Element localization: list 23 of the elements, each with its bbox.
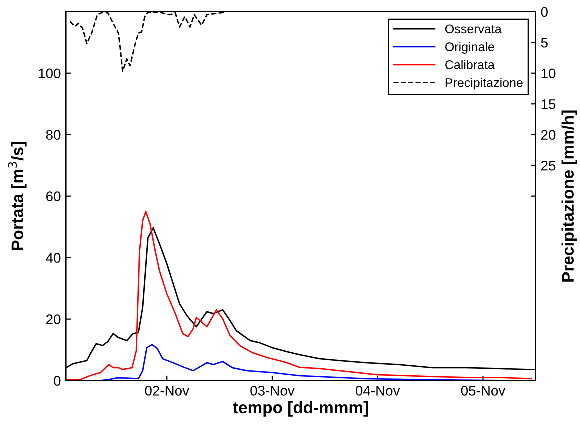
y-tick-label: 80 (46, 130, 61, 140)
x-tick-label: 05-Nov (461, 386, 506, 396)
legend-label: Calibrata (446, 60, 495, 70)
y-tick-label: 60 (46, 192, 61, 202)
y2-tick-label: 0 (541, 7, 548, 18)
legend-label: Osservata (446, 24, 502, 34)
y-tick-label: 40 (46, 253, 61, 264)
y2-tick-label: 15 (542, 100, 556, 110)
legend-label: Precipitazione (446, 78, 523, 90)
y2-tick-label: 5 (541, 38, 548, 48)
y2-axis-title: Precipitazione [mm/h] (562, 110, 578, 282)
y-tick-label: 20 (46, 314, 61, 324)
x-axis-title: tempo [dd-mmm] (233, 401, 368, 417)
y2-tick-label: 25 (541, 160, 556, 171)
legend-label: Originale (446, 42, 494, 54)
y2-tick-label: 20 (541, 130, 556, 140)
x-tick-label: 04-Nov (356, 386, 400, 396)
y-axis-title: Portata [m$^{3}$/s] (8, 142, 27, 250)
y-tick-label: 0 (54, 376, 61, 386)
y2-tick-label: 10 (542, 68, 556, 79)
x-tick-label: 02-Nov (145, 386, 190, 396)
y-tick-label: 100 (39, 68, 61, 79)
x-tick-label: 03-Nov (250, 386, 295, 396)
